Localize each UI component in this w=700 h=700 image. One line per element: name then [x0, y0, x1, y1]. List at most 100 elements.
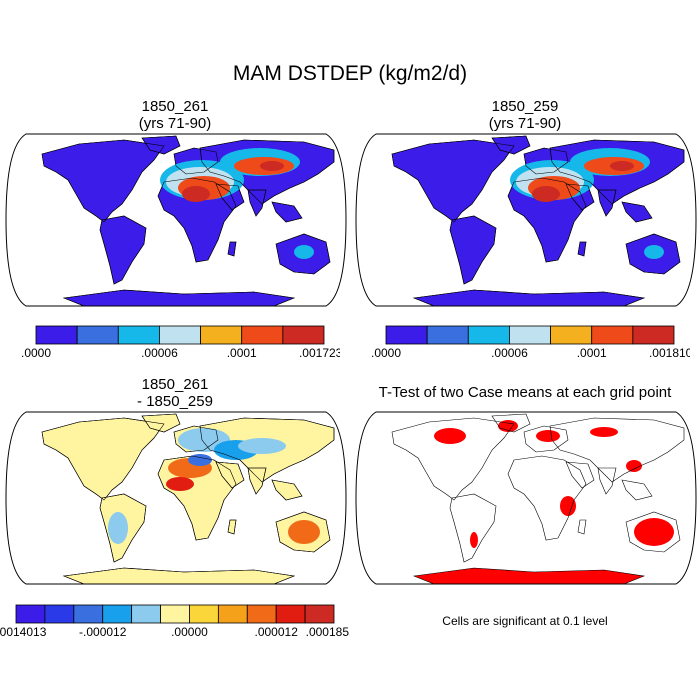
- coast-samerica: [449, 215, 497, 285]
- aus-dust: [294, 245, 314, 259]
- map-frame: [355, 411, 697, 585]
- coast-seasia: [621, 479, 653, 501]
- colorbar-swatch: [632, 325, 675, 345]
- asia-dust-max: [610, 161, 634, 171]
- coast-africa: [507, 177, 587, 263]
- sig-canada: [434, 428, 466, 444]
- significance-note: Cells are significant at 0.1 level: [442, 614, 608, 628]
- coast-australia: [275, 511, 331, 553]
- coast-greenland: [141, 413, 181, 433]
- map-panel-4: [355, 411, 697, 585]
- coast-namerica: [391, 139, 515, 223]
- panel-3-title: 1850_261 - 1850_259: [40, 376, 310, 410]
- colorbar-tick-label: .00006: [491, 346, 528, 360]
- colorbar-tick-label: .0001: [227, 346, 257, 360]
- coast-africa: [157, 455, 237, 541]
- map-panel-3: [5, 411, 347, 585]
- coast-namerica: [41, 139, 165, 223]
- coast-namerica: [391, 417, 515, 501]
- panel-3-title-line1: 1850_261: [141, 376, 209, 393]
- panel-3-title-line2: - 1850_259: [137, 393, 213, 410]
- panel-1-title: 1850_261 (yrs 71-90): [40, 98, 310, 132]
- colorbar-tick-label: .00000: [171, 625, 208, 639]
- coast-seasia: [271, 479, 303, 501]
- figure-title: MAM DSTDEP (kg/m2/d): [232, 62, 468, 85]
- panel-2-title-line1: 1850_259: [491, 98, 559, 115]
- map-frame: [355, 133, 697, 307]
- colorbar-swatch: [15, 604, 46, 624]
- diff-asia: [238, 438, 286, 454]
- panel-1-title-line1: 1850_261: [141, 98, 209, 115]
- coast-europe: [173, 147, 219, 175]
- diff-sahel: [166, 477, 194, 491]
- colorbar-swatch: [189, 604, 219, 624]
- map-content: [356, 134, 696, 306]
- sig-asia: [590, 427, 618, 437]
- coast-arabia: [215, 461, 245, 489]
- coast-australia: [625, 511, 681, 553]
- coast-arabia: [215, 183, 245, 211]
- panel-2-title-line2: (yrs 71-90): [488, 115, 562, 132]
- coast-europe: [523, 147, 569, 175]
- coast-madagascar: [577, 519, 587, 535]
- sig-africa: [560, 496, 576, 516]
- coast-greenland: [141, 135, 181, 155]
- map-content: [6, 412, 346, 584]
- colorbar-swatch: [159, 325, 201, 345]
- coast-asia: [549, 139, 685, 205]
- colorbar-swatch: [275, 604, 306, 624]
- coast-africa: [507, 455, 587, 541]
- colorbar-swatch: [217, 604, 248, 624]
- sig-australia: [634, 518, 674, 546]
- map-panel-1: [5, 133, 347, 307]
- colorbar-tick-label: .0000: [21, 346, 51, 360]
- colorbar-swatch: [467, 325, 510, 345]
- asia-dust-max: [260, 161, 284, 171]
- coast-namerica: [41, 417, 165, 501]
- colorbar-swatch: [282, 325, 325, 345]
- colorbar-tick-label: .00018514: [306, 625, 350, 639]
- colorbar-tick-label: .00006: [141, 346, 178, 360]
- coast-india: [247, 189, 267, 217]
- colorbar-swatch: [73, 604, 104, 624]
- colorbar-swatch: [550, 325, 593, 345]
- coast-australia: [275, 233, 331, 275]
- colorbar-swatch: [304, 604, 335, 624]
- coast-arabia: [565, 183, 595, 211]
- coast-arabia: [565, 461, 595, 489]
- coast-africa: [157, 177, 237, 263]
- coast-antarctica: [62, 567, 296, 584]
- panel-2-title: 1850_259 (yrs 71-90): [390, 98, 660, 132]
- coast-asia: [199, 417, 335, 483]
- coast-europe: [173, 425, 219, 453]
- sig-europe: [536, 430, 560, 442]
- colorbar-swatch: [160, 604, 190, 624]
- map-content: [6, 134, 346, 306]
- colorbar-swatch: [200, 325, 243, 345]
- colorbar-swatch: [76, 325, 119, 345]
- diff-samerica: [108, 512, 128, 544]
- colorbar-tick-label: .000012: [254, 625, 298, 639]
- coast-seasia: [621, 201, 653, 223]
- map-frame: [5, 133, 347, 307]
- colorbar-tick-label: .0000: [371, 346, 401, 360]
- panel-1-title-line2: (yrs 71-90): [138, 115, 212, 132]
- colorbar-swatch: [246, 604, 277, 624]
- colorbar-swatch: [35, 325, 78, 345]
- colorbar-swatch: [385, 325, 428, 345]
- colorbar-swatch: [241, 325, 284, 345]
- coast-madagascar: [227, 241, 237, 257]
- coast-samerica: [449, 493, 497, 563]
- map-panel-2: [355, 133, 697, 307]
- diff-sahara-neg: [188, 454, 212, 466]
- colorbar-swatch: [117, 325, 160, 345]
- coast-madagascar: [227, 519, 237, 535]
- coast-greenland: [491, 135, 531, 155]
- coast-india: [247, 467, 267, 495]
- coast-samerica: [99, 493, 147, 563]
- colorbar-swatch: [509, 325, 551, 345]
- colorbar-swatch: [131, 604, 161, 624]
- panel-4-title: T-Test of two Case means at each grid po…: [378, 384, 672, 401]
- dust-region-max: [532, 186, 560, 202]
